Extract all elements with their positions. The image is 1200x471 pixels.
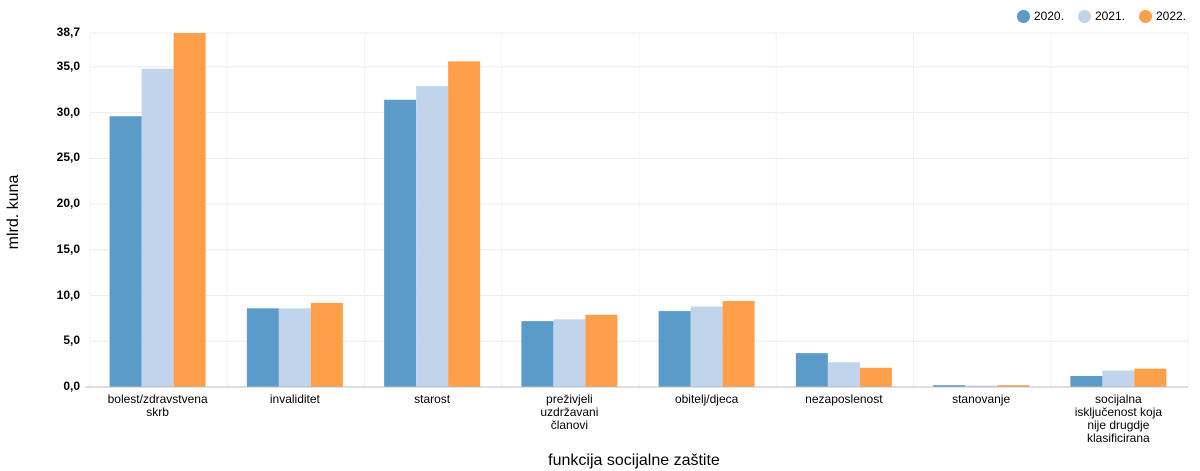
bar-2022-6 (997, 385, 1030, 387)
bar-2021-3 (553, 319, 586, 387)
y-tick-label: 0,0 (63, 379, 80, 393)
bar-2020-4 (658, 311, 691, 387)
x-tick-label: invaliditet (269, 392, 320, 406)
bar-2020-0 (109, 116, 142, 388)
x-tick-label: socijalna isključenost koja nije drugdje… (1074, 392, 1163, 445)
bar-2022-4 (722, 301, 755, 387)
bar-2020-3 (521, 321, 554, 387)
y-tick-label: 25,0 (56, 150, 80, 165)
y-tick-label: 15,0 (56, 241, 80, 256)
bar-2020-1 (246, 308, 279, 387)
legend-swatch-2022 (1138, 9, 1152, 23)
legend-item-2021: 2021. (1077, 9, 1125, 23)
legend-swatch-2021 (1077, 9, 1091, 23)
bar-2021-6 (965, 385, 998, 387)
x-tick-label: nezaposlenost (805, 392, 883, 406)
y-tick-label: 30,0 (56, 104, 80, 119)
y-tick-label: 10,0 (56, 287, 80, 302)
bar-2021-7 (1102, 370, 1135, 387)
legend-item-2020: 2020. (1016, 9, 1064, 23)
legend-swatch-2020 (1016, 9, 1030, 23)
bars (109, 33, 1167, 388)
legend-label-2022: 2022. (1155, 9, 1186, 23)
y-tick-label: 35,0 (56, 58, 80, 73)
x-tick-label: stanovanje (952, 392, 1011, 406)
bar-2021-1 (278, 308, 311, 387)
legend-label-2021: 2021. (1094, 9, 1125, 23)
bar-2022-0 (173, 33, 206, 387)
x-tick-label: preživjeli uzdržavani članovi (540, 392, 599, 432)
bar-2022-3 (585, 314, 618, 387)
bar-2020-6 (933, 385, 966, 387)
bar-2021-5 (827, 362, 860, 387)
legend-label-2020: 2020. (1033, 9, 1064, 23)
bar-2021-4 (690, 306, 723, 387)
x-axis-title: funkcija socijalne zaštite (548, 452, 720, 469)
bar-2020-2 (384, 99, 417, 387)
x-tick-label: obitelj/djeca (674, 392, 739, 406)
y-tick-label: 5,0 (63, 333, 80, 348)
bar-2020-7 (1070, 376, 1103, 387)
bar-2021-0 (141, 68, 174, 388)
y-tick-label: 20,0 (56, 196, 80, 211)
bar-2022-2 (448, 61, 481, 387)
legend: 2020. 2021. 2022. (1016, 9, 1186, 23)
y-tick-label: 38,7 (56, 25, 80, 39)
x-tick-label: bolest/zdravstvena skrb (107, 392, 208, 419)
bar-2021-2 (416, 86, 449, 387)
gridlines (89, 32, 1189, 387)
bar-2022-5 (859, 367, 892, 387)
y-axis-title-text: mlrd. kuna (5, 174, 22, 250)
bar-2020-5 (795, 353, 828, 387)
bar-2022-7 (1134, 368, 1167, 387)
x-tick-label: starost (414, 392, 451, 406)
legend-item-2022: 2022. (1138, 9, 1186, 23)
bar-2022-1 (310, 302, 343, 387)
